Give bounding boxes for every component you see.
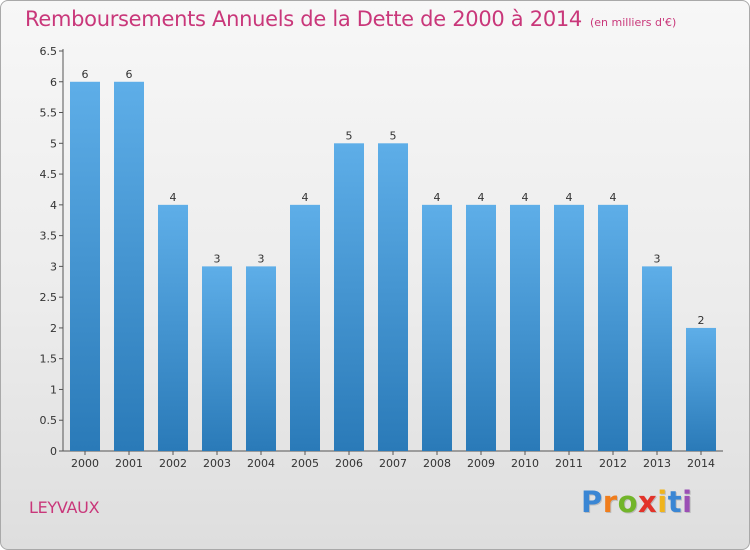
data-label-2010: 4 — [522, 191, 529, 204]
bar-2013 — [642, 266, 672, 451]
y-tick-label: 1.5 — [40, 353, 58, 366]
y-tick-label: 5.5 — [40, 107, 58, 120]
data-label-2002: 4 — [170, 191, 177, 204]
bar-2005 — [290, 204, 320, 451]
chart-labels: 6 2000 6 2001 4 2002 3 2003 3 2004 4 2005 5 2006 5 2007… — [71, 68, 715, 470]
bar-2007 — [378, 143, 408, 452]
x-tick-label-2006: 2006 — [335, 457, 363, 470]
logo-letter: i — [657, 485, 668, 519]
logo-letter: t — [667, 485, 683, 519]
x-tick-label-2012: 2012 — [599, 457, 627, 470]
y-tick-label: 0.5 — [40, 414, 58, 427]
bar-2000 — [70, 81, 100, 452]
y-tick-label: 3 — [50, 260, 57, 273]
data-label-2004: 3 — [258, 252, 265, 265]
x-tick-label-2011: 2011 — [555, 457, 583, 470]
y-tick-label: 4.5 — [40, 168, 58, 181]
data-label-2005: 4 — [302, 191, 309, 204]
y-tick-label: 6 — [50, 76, 57, 89]
x-tick-label-2013: 2013 — [643, 457, 671, 470]
x-tick-label-2010: 2010 — [511, 457, 539, 470]
bar-2006 — [334, 143, 364, 452]
x-tick-label-2009: 2009 — [467, 457, 495, 470]
data-label-2006: 5 — [346, 129, 353, 142]
y-tick-label: 2.5 — [40, 291, 58, 304]
chart-unit: (en milliers d'€) — [590, 16, 677, 29]
bar-2010 — [510, 204, 540, 451]
data-label-2007: 5 — [390, 129, 397, 142]
y-tick-label: 5 — [50, 137, 57, 150]
chart-bars — [70, 81, 716, 452]
y-tick-label: 2 — [50, 322, 57, 335]
x-tick-label-2004: 2004 — [247, 457, 275, 470]
x-tick-label-2014: 2014 — [687, 457, 715, 470]
y-tick-label: 0 — [50, 445, 57, 458]
bar-2008 — [422, 204, 452, 451]
bar-2001 — [114, 81, 144, 452]
bar-2004 — [246, 266, 276, 451]
x-tick-label-2002: 2002 — [159, 457, 187, 470]
x-tick-label-2007: 2007 — [379, 457, 407, 470]
data-label-2013: 3 — [654, 252, 661, 265]
x-tick-label-2003: 2003 — [203, 457, 231, 470]
bar-2014 — [686, 327, 716, 451]
chart-axes: 0 0.5 1 1.5 2 2.5 3 3.5 4 4.5 5 5.5 6 6.5 — [40, 45, 723, 458]
x-tick-label-2008: 2008 — [423, 457, 451, 470]
logo-letter: x — [638, 485, 658, 519]
place-name: LEYVAUX — [29, 498, 100, 517]
bar-2003 — [202, 266, 232, 451]
data-label-2014: 2 — [698, 314, 705, 327]
x-tick-label-2005: 2005 — [291, 457, 319, 470]
y-tick-label: 4 — [50, 199, 57, 212]
y-tick-label: 1 — [50, 383, 57, 396]
proxiti-logo: Proxiti — [581, 485, 693, 519]
y-tick-label: 3.5 — [40, 230, 58, 243]
data-label-2012: 4 — [610, 191, 617, 204]
data-label-2008: 4 — [434, 191, 441, 204]
data-label-2001: 6 — [126, 68, 133, 81]
data-label-2011: 4 — [566, 191, 573, 204]
logo-letter: r — [602, 485, 618, 519]
data-label-2000: 6 — [82, 68, 89, 81]
chart-title-text: Remboursements Annuels de la Dette de 20… — [25, 7, 582, 31]
logo-letter: P — [581, 485, 603, 519]
data-label-2003: 3 — [214, 252, 221, 265]
bar-2009 — [466, 204, 496, 451]
y-tick-label: 6.5 — [40, 45, 58, 58]
bar-2012 — [598, 204, 628, 451]
x-tick-label-2000: 2000 — [71, 457, 99, 470]
bar-2002 — [158, 204, 188, 451]
logo-letter: o — [617, 485, 639, 519]
data-label-2009: 4 — [478, 191, 485, 204]
bar-2011 — [554, 204, 584, 451]
logo-letter: i — [682, 485, 693, 519]
x-tick-label-2001: 2001 — [115, 457, 143, 470]
chart-title: Remboursements Annuels de la Dette de 20… — [25, 7, 676, 31]
